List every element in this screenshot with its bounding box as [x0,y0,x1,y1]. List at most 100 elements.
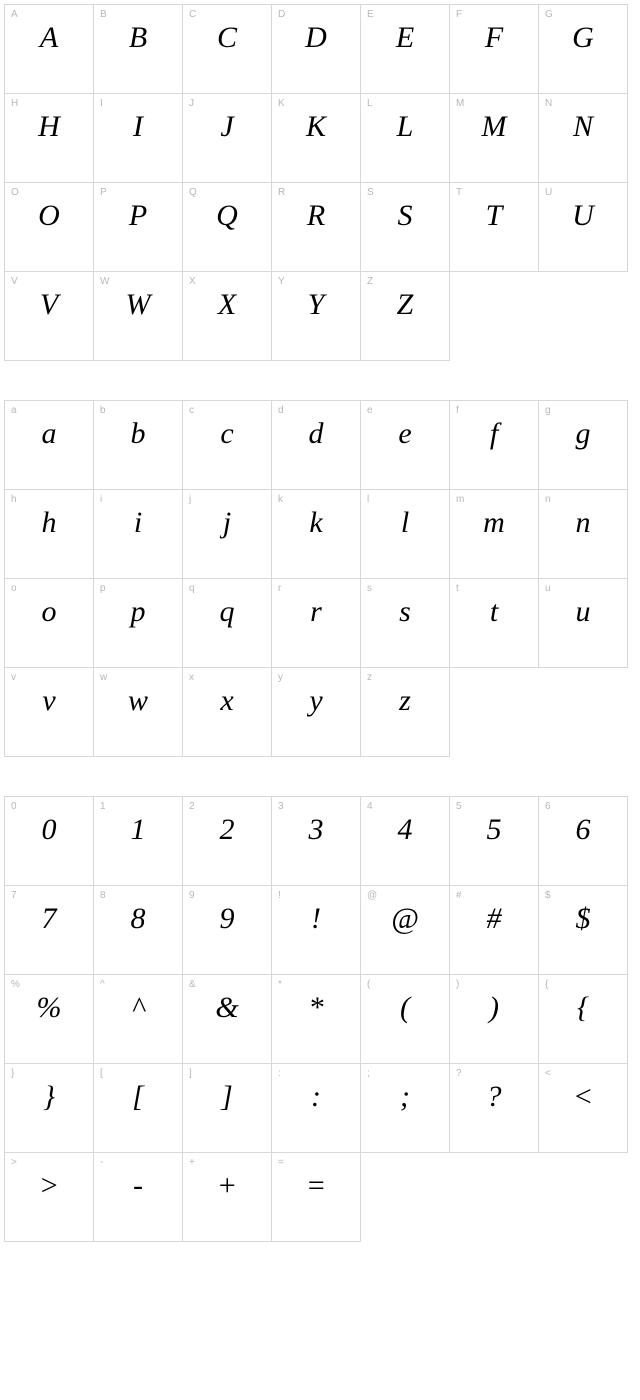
glyph-display: ( [361,993,449,1023]
glyph-cell: 55 [449,796,539,886]
glyph-label: % [11,979,20,990]
section-lowercase: aabbccddeeffgghhiijjkkllmmnnooppqqrrsstt… [4,400,636,756]
glyph-cell: UU [538,182,628,272]
glyph-cell: tt [449,578,539,668]
glyph-label: l [367,494,369,505]
glyph-cell: nn [538,489,628,579]
glyph-label: H [11,98,18,109]
glyph-cell: OO [4,182,94,272]
glyph-display: C [183,23,271,53]
glyph-label: 6 [545,801,551,812]
glyph-label: h [11,494,17,505]
glyph-cell: dd [271,400,361,490]
glyph-cell: 44 [360,796,450,886]
glyph-label: 4 [367,801,373,812]
glyph-label: j [189,494,191,505]
glyph-cell: == [271,1152,361,1242]
glyph-label: B [100,9,107,20]
glyph-display: Q [183,201,271,231]
glyph-cell: GG [538,4,628,94]
glyph-display: M [450,112,538,142]
glyph-display: F [450,23,538,53]
glyph-display: a [5,419,93,449]
glyph-label: } [11,1068,14,1079]
glyph-cell: 33 [271,796,361,886]
glyph-display: x [183,686,271,716]
glyph-cell: >> [4,1152,94,1242]
glyph-display: > [5,1171,93,1201]
glyph-display: E [361,23,449,53]
glyph-cell: AA [4,4,94,94]
glyph-label: Y [278,276,285,287]
glyph-display: n [539,508,627,538]
glyph-display: ^ [94,993,182,1023]
glyph-cell: oo [4,578,94,668]
glyph-cell: ++ [182,1152,272,1242]
glyph-label: k [278,494,283,505]
glyph-cell: ll [360,489,450,579]
glyph-label: m [456,494,464,505]
glyph-display: Y [272,290,360,320]
glyph-cell: VV [4,271,94,361]
glyph-cell: xx [182,667,272,757]
glyph-cell: YY [271,271,361,361]
glyph-label: @ [367,890,377,901]
glyph-label: U [545,187,552,198]
glyph-label: p [100,583,106,594]
glyph-display: v [5,686,93,716]
glyph-display: 8 [94,904,182,934]
glyph-display: 0 [5,815,93,845]
glyph-display: P [94,201,182,231]
glyph-label: D [278,9,285,20]
glyph-label: { [545,979,548,990]
glyph-cell: TT [449,182,539,272]
glyph-cell: 99 [182,885,272,975]
glyph-display: U [539,201,627,231]
glyph-display: c [183,419,271,449]
glyph-display: T [450,201,538,231]
glyph-display: Z [361,290,449,320]
glyph-cell: {{ [538,974,628,1064]
glyph-display: A [5,23,93,53]
glyph-label: z [367,672,372,683]
glyph-label: M [456,98,464,109]
glyph-cell: ee [360,400,450,490]
glyph-display: q [183,597,271,627]
glyph-display: O [5,201,93,231]
glyph-cell: $$ [538,885,628,975]
glyph-display: j [183,508,271,538]
glyph-display: ? [450,1082,538,1112]
glyph-label: 7 [11,890,17,901]
glyph-display: h [5,508,93,538]
glyph-display: J [183,112,271,142]
glyph-label: 9 [189,890,195,901]
glyph-display: & [183,993,271,1023]
glyph-cell: hh [4,489,94,579]
glyph-display: } [5,1082,93,1112]
glyph-cell: ff [449,400,539,490]
glyph-cell: XX [182,271,272,361]
section-uppercase: AABBCCDDEEFFGGHHIIJJKKLLMMNNOOPPQQRRSSTT… [4,4,636,360]
glyph-label: W [100,276,109,287]
glyph-display: 1 [94,815,182,845]
glyph-cell: << [538,1063,628,1153]
glyph-display: u [539,597,627,627]
glyph-label: G [545,9,553,20]
glyph-display: I [94,112,182,142]
glyph-label: X [189,276,196,287]
glyph-display: 7 [5,904,93,934]
glyph-label: # [456,890,462,901]
glyph-display: N [539,112,627,142]
glyph-cell: (( [360,974,450,1064]
glyph-display: i [94,508,182,538]
glyph-label: ; [367,1068,370,1079]
glyph-cell: gg [538,400,628,490]
glyph-cell: NN [538,93,628,183]
glyph-display: K [272,112,360,142]
glyph-display: 3 [272,815,360,845]
glyph-display: $ [539,904,627,934]
glyph-display: - [94,1171,182,1201]
glyph-label: b [100,405,106,416]
glyph-cell: ?? [449,1063,539,1153]
glyph-cell: mm [449,489,539,579]
